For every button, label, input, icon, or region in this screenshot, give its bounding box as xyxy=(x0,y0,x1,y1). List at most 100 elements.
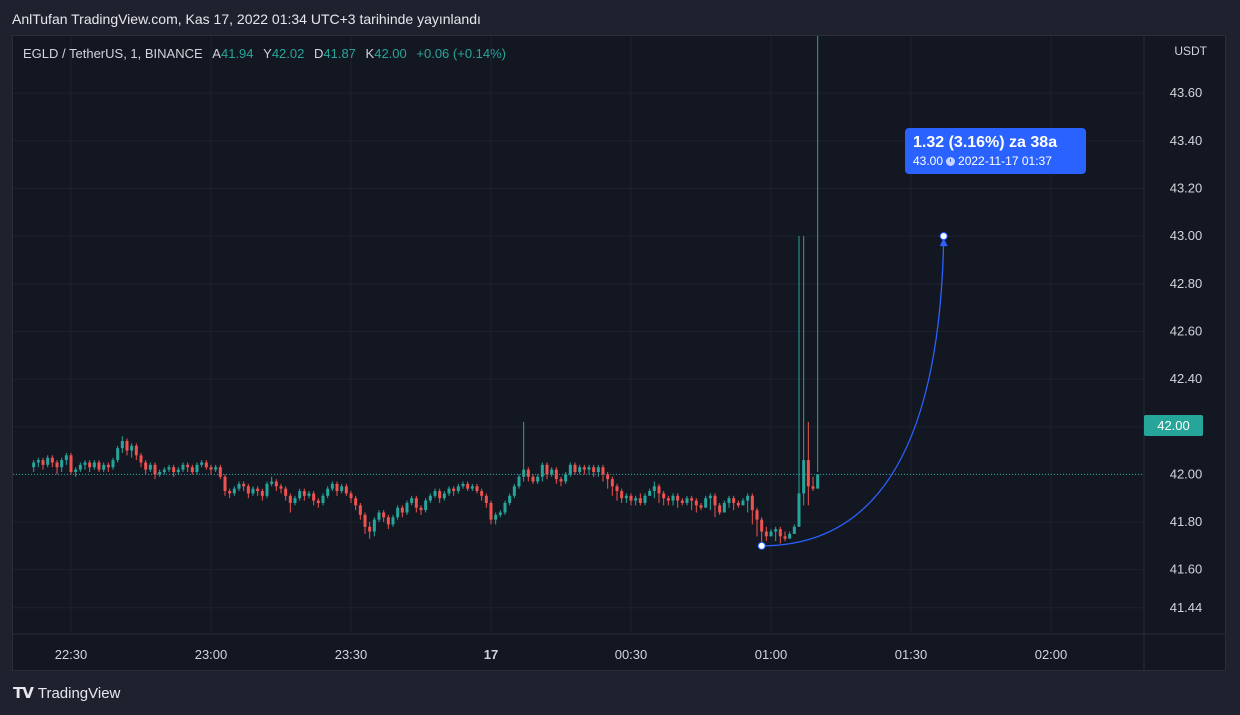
candle-body[interactable] xyxy=(270,481,274,484)
candle-body[interactable] xyxy=(139,455,143,463)
candle-body[interactable] xyxy=(526,469,530,477)
candle-body[interactable] xyxy=(545,464,549,475)
candle-body[interactable] xyxy=(125,441,129,451)
candle-body[interactable] xyxy=(610,479,614,487)
candle-body[interactable] xyxy=(74,469,78,472)
candle-body[interactable] xyxy=(741,500,745,506)
candle-body[interactable] xyxy=(447,488,451,494)
candle-body[interactable] xyxy=(316,500,320,503)
candle-body[interactable] xyxy=(391,517,395,525)
candle-body[interactable] xyxy=(428,495,432,501)
candle-body[interactable] xyxy=(466,483,470,489)
candle-body[interactable] xyxy=(363,514,367,527)
candle-body[interactable] xyxy=(475,486,479,492)
candle-body[interactable] xyxy=(685,498,689,503)
candle-body[interactable] xyxy=(643,495,647,503)
candle-body[interactable] xyxy=(242,483,246,487)
candle-body[interactable] xyxy=(676,495,680,501)
candle-body[interactable] xyxy=(629,495,633,501)
candle-body[interactable] xyxy=(307,493,311,496)
candle-body[interactable] xyxy=(802,460,806,494)
candle-body[interactable] xyxy=(312,493,316,501)
candle-body[interactable] xyxy=(130,445,134,451)
candle-body[interactable] xyxy=(736,502,740,506)
candle-body[interactable] xyxy=(540,464,544,477)
candle-body[interactable] xyxy=(760,519,764,532)
candle-body[interactable] xyxy=(382,512,386,518)
candle-body[interactable] xyxy=(158,471,162,475)
candle-body[interactable] xyxy=(148,464,152,470)
candle-body[interactable] xyxy=(694,500,698,506)
candle-body[interactable] xyxy=(452,488,456,492)
candle-body[interactable] xyxy=(536,476,540,482)
candle-body[interactable] xyxy=(284,488,288,496)
candle-body[interactable] xyxy=(111,460,115,468)
candle-body[interactable] xyxy=(764,531,768,537)
candle-body[interactable] xyxy=(167,467,171,470)
candle-body[interactable] xyxy=(634,498,638,501)
candle-body[interactable] xyxy=(648,491,652,496)
candle-body[interactable] xyxy=(503,502,507,513)
candle-body[interactable] xyxy=(680,500,684,503)
candle-body[interactable] xyxy=(554,469,558,480)
candle-body[interactable] xyxy=(797,493,801,527)
candle-body[interactable] xyxy=(433,491,437,496)
candle-body[interactable] xyxy=(232,488,236,494)
projection-start-handle[interactable] xyxy=(757,541,766,550)
candle-body[interactable] xyxy=(774,529,778,532)
candle-body[interactable] xyxy=(708,495,712,499)
candle-body[interactable] xyxy=(592,467,596,472)
candle-body[interactable] xyxy=(671,495,675,501)
candle-body[interactable] xyxy=(638,498,642,503)
candle-body[interactable] xyxy=(92,462,96,468)
candle-body[interactable] xyxy=(400,507,404,513)
candle-body[interactable] xyxy=(396,507,400,518)
candle-body[interactable] xyxy=(50,457,54,463)
candle-body[interactable] xyxy=(508,495,512,503)
candle-body[interactable] xyxy=(162,469,166,472)
candle-body[interactable] xyxy=(237,483,241,489)
candle-body[interactable] xyxy=(489,502,493,520)
candle-body[interactable] xyxy=(531,476,535,482)
candle-body[interactable] xyxy=(484,495,488,503)
candle-body[interactable] xyxy=(69,455,73,472)
candle-body[interactable] xyxy=(330,483,334,489)
price-chart[interactable]: 43.6043.4043.2043.0042.8042.6042.4042.20… xyxy=(13,36,1225,670)
candle-body[interactable] xyxy=(265,483,269,496)
candle-body[interactable] xyxy=(792,526,796,534)
candle-body[interactable] xyxy=(456,486,460,492)
candle-body[interactable] xyxy=(260,491,264,496)
candle-body[interactable] xyxy=(512,486,516,496)
projection-end-handle[interactable] xyxy=(939,232,948,241)
candle-body[interactable] xyxy=(550,469,554,475)
candle-body[interactable] xyxy=(722,502,726,513)
candle-body[interactable] xyxy=(223,476,227,492)
candle-body[interactable] xyxy=(358,505,362,515)
candle-body[interactable] xyxy=(116,448,120,461)
candle-body[interactable] xyxy=(494,514,498,520)
candle-body[interactable] xyxy=(372,519,376,532)
candle-body[interactable] xyxy=(573,464,577,472)
candle-body[interactable] xyxy=(405,502,409,513)
candle-body[interactable] xyxy=(727,498,731,503)
candle-body[interactable] xyxy=(209,467,213,470)
candle-body[interactable] xyxy=(582,467,586,470)
candle-body[interactable] xyxy=(438,491,442,499)
candle-body[interactable] xyxy=(302,491,306,496)
projection-curve[interactable] xyxy=(761,240,945,547)
candle-body[interactable] xyxy=(517,476,521,487)
candle-body[interactable] xyxy=(788,533,792,539)
candle-body[interactable] xyxy=(718,505,722,513)
candle-body[interactable] xyxy=(340,486,344,492)
projection-callout[interactable]: 1.32 (3.16%) za 38a 43.00 2022-11-17 01:3… xyxy=(905,128,1086,174)
candle-body[interactable] xyxy=(755,510,759,520)
candle-body[interactable] xyxy=(419,507,423,511)
candle-body[interactable] xyxy=(354,498,358,506)
candle-body[interactable] xyxy=(251,488,255,494)
candle-body[interactable] xyxy=(218,467,222,477)
candle-body[interactable] xyxy=(666,498,670,501)
candle-body[interactable] xyxy=(442,493,446,499)
candle-body[interactable] xyxy=(46,457,50,465)
candle-body[interactable] xyxy=(36,460,40,463)
candle-body[interactable] xyxy=(293,498,297,503)
